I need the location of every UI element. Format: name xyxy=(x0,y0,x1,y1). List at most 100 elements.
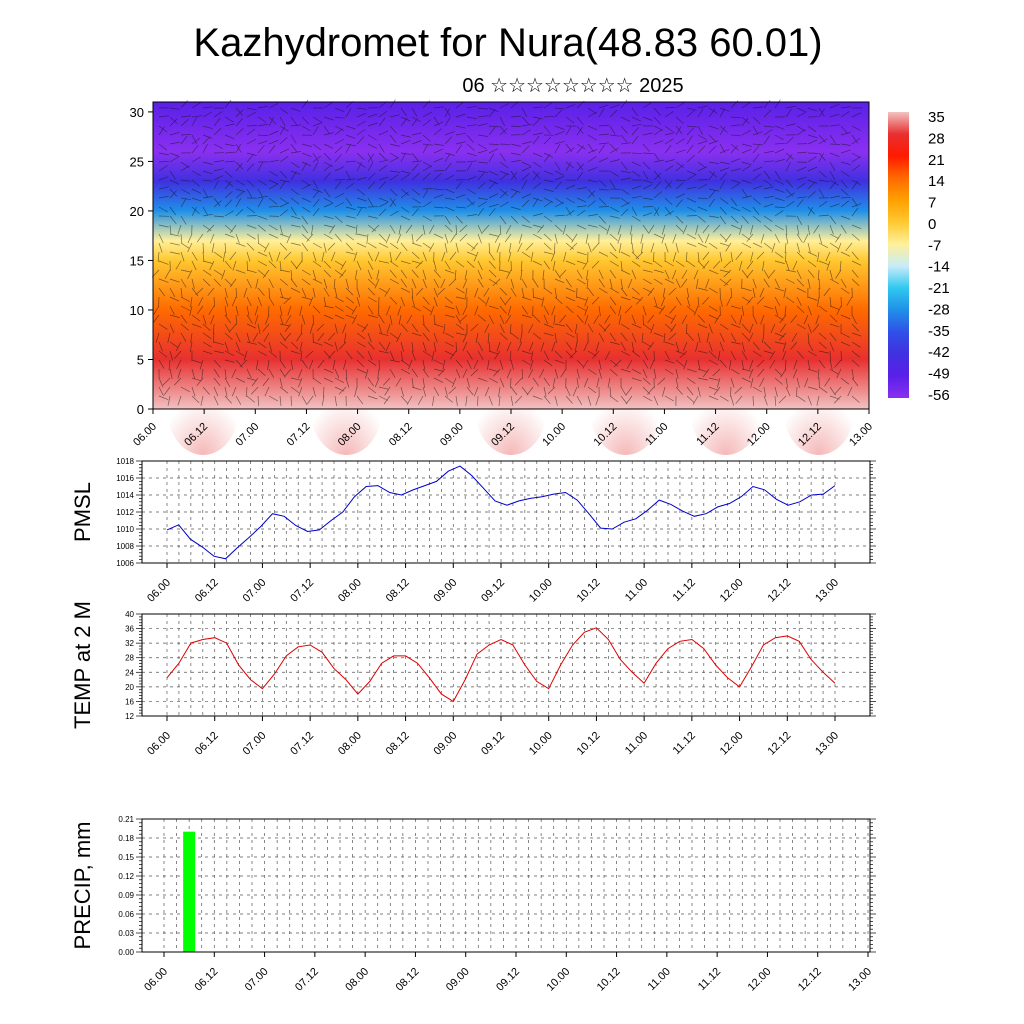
panel-temp-x-tick: 06.00 xyxy=(145,730,173,758)
panel-pmsl-x-tick: 09.12 xyxy=(479,577,507,605)
colorbar-label: 21 xyxy=(928,152,945,169)
heatmap-x-tick: 07.00 xyxy=(233,421,261,449)
panel-temp-x-tick: 12.00 xyxy=(718,730,746,758)
panel-pmsl-series-line xyxy=(166,465,836,560)
panel-temp-x-tick: 13.00 xyxy=(813,730,841,758)
colorbar-strip xyxy=(888,112,909,398)
precip-x-tick: 13.00 xyxy=(846,966,874,994)
panel-pmsl-x-tick: 13.00 xyxy=(813,577,841,605)
panel-temp-y-tick: 28 xyxy=(125,654,134,663)
figure-subtitle: 06 ☆☆☆☆☆☆☆☆ 2025 xyxy=(462,75,683,97)
precip-x-tick: 07.00 xyxy=(243,966,271,994)
precip-grid xyxy=(142,818,870,953)
panel-temp-x-tick: 06.12 xyxy=(193,730,221,758)
panel-temp-x-tick: 07.00 xyxy=(241,730,269,758)
panel-temp-x-tick: 09.00 xyxy=(431,730,459,758)
colorbar-label: -42 xyxy=(928,344,950,361)
panel-temp-y-tick: 16 xyxy=(125,697,134,706)
panel-pmsl-ylabel: PMSL xyxy=(70,482,95,542)
panel-temp-frame xyxy=(141,613,871,717)
heatmap-y-tick: 20 xyxy=(130,204,144,219)
colorbar-label: -7 xyxy=(928,237,941,254)
precip-y-tick: 0.03 xyxy=(118,929,134,938)
panel-pmsl-x-tick: 09.00 xyxy=(431,577,459,605)
panel-pmsl-x-tick: 12.00 xyxy=(718,577,746,605)
panel-pmsl-y-tick: 1010 xyxy=(116,525,134,534)
precip-y-tick: 0.15 xyxy=(118,853,134,862)
colorbar-label: -56 xyxy=(928,387,950,404)
panel-pmsl-x-tick: 07.12 xyxy=(288,577,316,605)
panel-temp-y-tick: 20 xyxy=(125,683,134,692)
panel-temp-y-tick: 36 xyxy=(125,625,134,634)
colorbar-label: -21 xyxy=(928,280,950,297)
precip-x-tick: 12.00 xyxy=(746,966,774,994)
panel-temp-y-tick: 24 xyxy=(125,668,134,677)
precip-x-tick: 10.12 xyxy=(595,966,623,994)
heatmap-y-tick: 5 xyxy=(137,352,144,367)
precip-x-tick: 06.12 xyxy=(192,966,220,994)
panel-pmsl-y-tick: 1018 xyxy=(116,457,134,466)
panel-pmsl-x-tick: 11.00 xyxy=(623,577,650,604)
panel-pmsl-x-tick: 10.12 xyxy=(575,577,603,605)
precip-y-tick: 0.06 xyxy=(118,910,134,919)
panel-pmsl-x-tick: 06.12 xyxy=(193,577,221,605)
precip-y-tick: 0.12 xyxy=(118,872,134,881)
heatmap-y-tick: 0 xyxy=(137,402,144,417)
panel-pmsl-x-tick: 07.00 xyxy=(241,577,269,605)
precip-x-tick: 12.12 xyxy=(796,966,824,994)
colorbar-label: 14 xyxy=(928,173,945,190)
panel-temp-y-tick: 32 xyxy=(125,639,134,648)
panel-pmsl-x-tick: 11.12 xyxy=(671,577,698,604)
precip-x-tick: 09.00 xyxy=(444,966,472,994)
colorbar-label: 35 xyxy=(928,109,945,126)
panel-pmsl-x-tick: 08.00 xyxy=(336,577,364,605)
heatmap-field xyxy=(153,102,869,409)
precip-x-tick: 11.12 xyxy=(696,966,723,993)
panel-pmsl-x-tick: 06.00 xyxy=(145,577,173,605)
precip-x-tick: 10.00 xyxy=(544,966,572,994)
heatmap-x-tick: 07.12 xyxy=(285,421,313,449)
pmsl-chart: 1006 1008 1010 1012 1014 1016 1018 PMSL 06.00 06.… xyxy=(70,457,876,605)
panel-temp-x-tick: 10.00 xyxy=(527,730,555,758)
panel-temp-x-tick: 08.12 xyxy=(384,730,412,758)
colorbar-label: -28 xyxy=(928,301,950,318)
precip-bar xyxy=(183,831,196,952)
heatmap-y-tick: 15 xyxy=(130,253,144,268)
colorbar-label: 0 xyxy=(928,216,936,233)
panel-temp-grid xyxy=(142,613,870,717)
precip-x-tick: 11.00 xyxy=(646,966,673,993)
precip-y-tick: 0.21 xyxy=(118,815,134,824)
panel-temp-x-tick: 11.00 xyxy=(623,730,650,757)
heatmap-x-tick: 08.12 xyxy=(387,421,415,449)
panel-pmsl-y-tick: 1012 xyxy=(116,508,134,517)
colorbar-label: 7 xyxy=(928,195,936,212)
panel-temp-y-tick: 12 xyxy=(125,712,134,721)
panel-temp-x-tick: 12.12 xyxy=(765,730,793,758)
precip-y-tick: 0.18 xyxy=(118,834,134,843)
panel-pmsl-x-tick: 12.12 xyxy=(765,577,793,605)
precip-x-tick: 06.00 xyxy=(142,966,170,994)
panel-temp-x-tick: 10.12 xyxy=(575,730,603,758)
panel-pmsl-x-tick: 08.12 xyxy=(384,577,412,605)
precip-x-tick: 08.00 xyxy=(343,966,371,994)
heatmap-y-tick: 30 xyxy=(130,105,144,120)
precip-frame xyxy=(141,818,871,953)
colorbar-label: -49 xyxy=(928,366,950,383)
heatmap-x-tick: 09.00 xyxy=(438,421,466,449)
panel-temp-x-tick: 09.12 xyxy=(479,730,507,758)
colorbar-label: 28 xyxy=(928,130,945,147)
panel-temp-ylabel: TEMP at 2 M xyxy=(70,601,95,729)
precip-x-tick: 09.12 xyxy=(494,966,522,994)
temp-2m-chart: 12 16 20 24 28 32 36 40 TEMP at 2 M 06.00 06.12 07.… xyxy=(70,601,876,758)
panel-pmsl-grid xyxy=(142,460,870,564)
panel-pmsl-x-tick: 10.00 xyxy=(527,577,555,605)
heatmap-y-tick: 25 xyxy=(130,154,144,169)
colorbar: 35 28 21 14 7 0 -7 -14 -21 -28 -35 -42 -49 -56 xyxy=(888,109,950,404)
figure-title: Kazhydromet for Nura(48.83 60.01) xyxy=(193,21,822,65)
panel-temp-series-line xyxy=(166,627,836,703)
panel-pmsl-y-tick: 1014 xyxy=(116,491,134,500)
precip-y-tick: 0.09 xyxy=(118,891,134,900)
colorbar-label: -35 xyxy=(928,323,950,340)
panel-temp-y-tick: 40 xyxy=(125,610,134,619)
precip-x-tick: 07.12 xyxy=(293,966,321,994)
